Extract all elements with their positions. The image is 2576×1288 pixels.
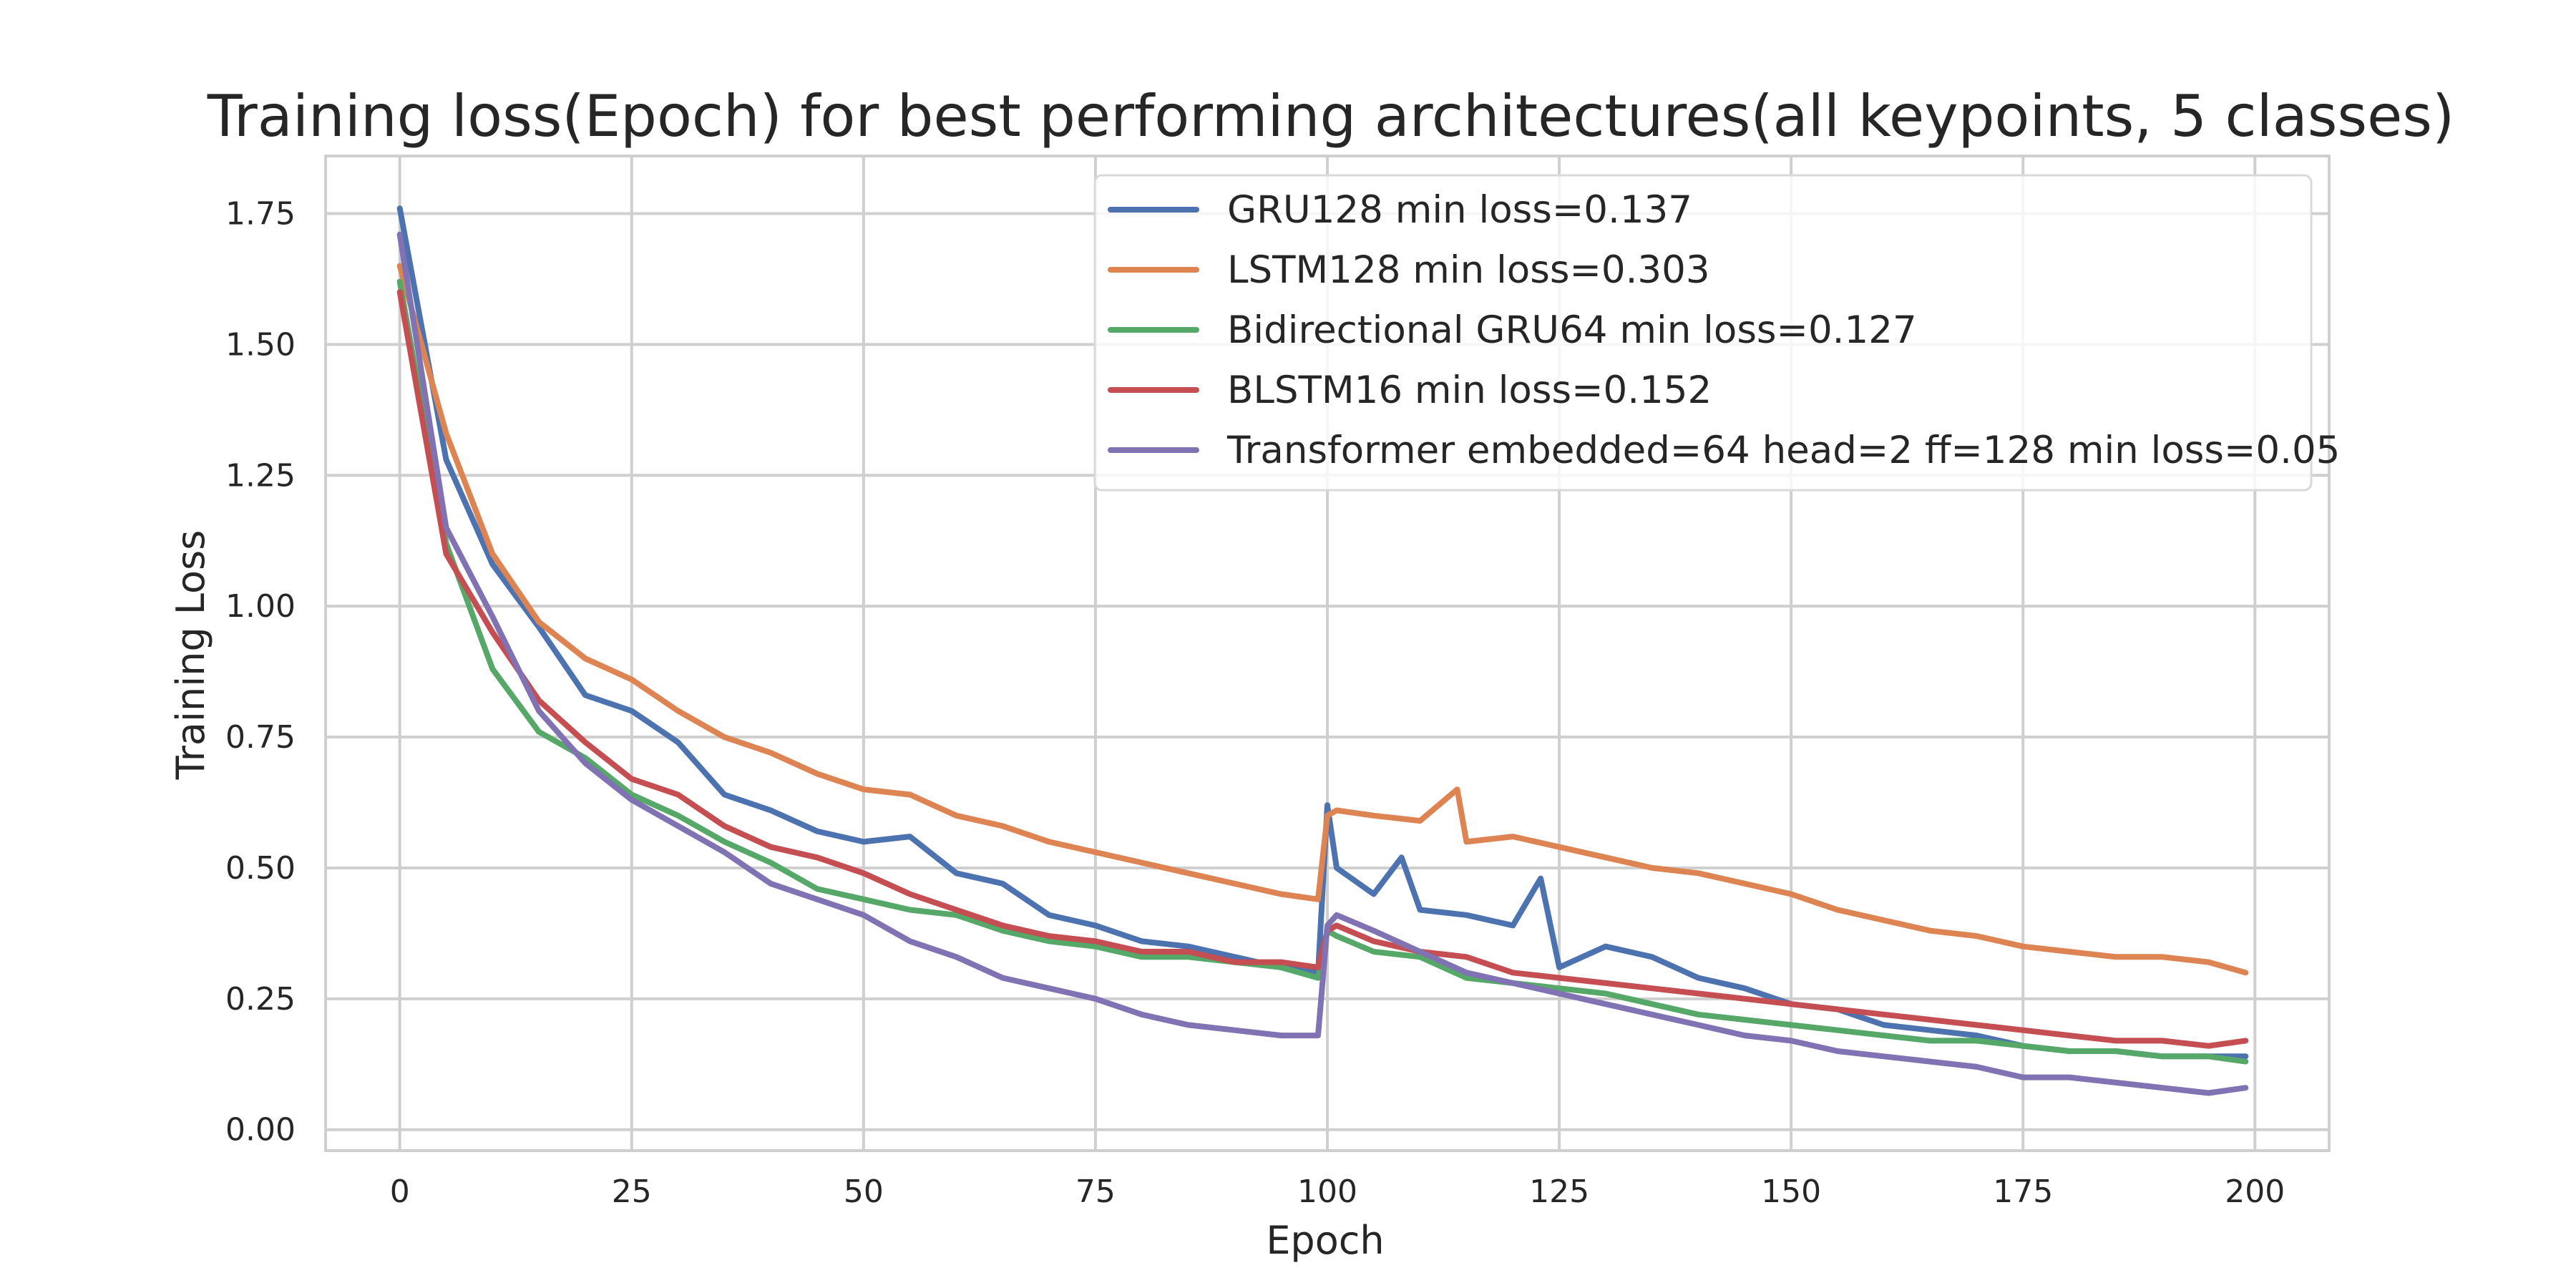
x-tick-label: 175 (1993, 1174, 2053, 1210)
y-tick-label: 1.75 (225, 195, 296, 232)
legend: GRU128 min loss=0.137 LSTM128 min loss=0.… (1093, 174, 2340, 492)
y-tick-label: 0.00 (225, 1112, 296, 1148)
legend-box (1093, 174, 2313, 492)
legend-entry-label: LSTM128 min loss=0.303 (1227, 248, 1710, 292)
legend-entry-label: Bidirectional GRU64 min loss=0.127 (1227, 308, 1917, 352)
x-tick-label: 75 (1075, 1174, 1116, 1210)
y-axis-label: Training Loss (168, 530, 213, 781)
series-lines (396, 205, 2249, 1096)
x-tick-label: 100 (1297, 1174, 1357, 1210)
x-tick-label: 125 (1529, 1174, 1589, 1210)
y-tick-label: 1.25 (225, 457, 296, 494)
x-axis-ticks: 0 25 50 75 100 125 150 175 200 (390, 1174, 2285, 1210)
y-tick-label: 0.25 (225, 981, 296, 1018)
series-line-5 (396, 231, 2249, 1096)
x-tick-label: 25 (612, 1174, 652, 1210)
series-line-1 (396, 205, 2249, 1060)
x-axis-label: Epoch (1266, 1218, 1384, 1263)
x-tick-label: 50 (844, 1174, 884, 1210)
legend-entry-label: GRU128 min loss=0.137 (1227, 188, 1692, 232)
y-tick-label: 1.50 (225, 326, 296, 363)
y-axis-ticks: 0.00 0.25 0.50 0.75 1.00 1.25 1.50 1.75 (225, 195, 296, 1148)
x-tick-label: 0 (390, 1174, 410, 1210)
y-tick-label: 0.75 (225, 719, 296, 756)
y-tick-label: 0.50 (225, 850, 296, 887)
plot-frame (324, 155, 2331, 1152)
legend-entry-label: Transformer embedded=64 head=2 ff=128 mi… (1226, 429, 2340, 472)
x-tick-label: 200 (2225, 1174, 2285, 1210)
y-tick-label: 1.00 (225, 588, 296, 625)
chart-title: Training loss(Epoch) for best performing… (207, 83, 2454, 150)
legend-entry-label: BLSTM16 min loss=0.152 (1227, 369, 1712, 412)
series-line-2 (396, 263, 2249, 976)
x-tick-label: 150 (1761, 1174, 1821, 1210)
